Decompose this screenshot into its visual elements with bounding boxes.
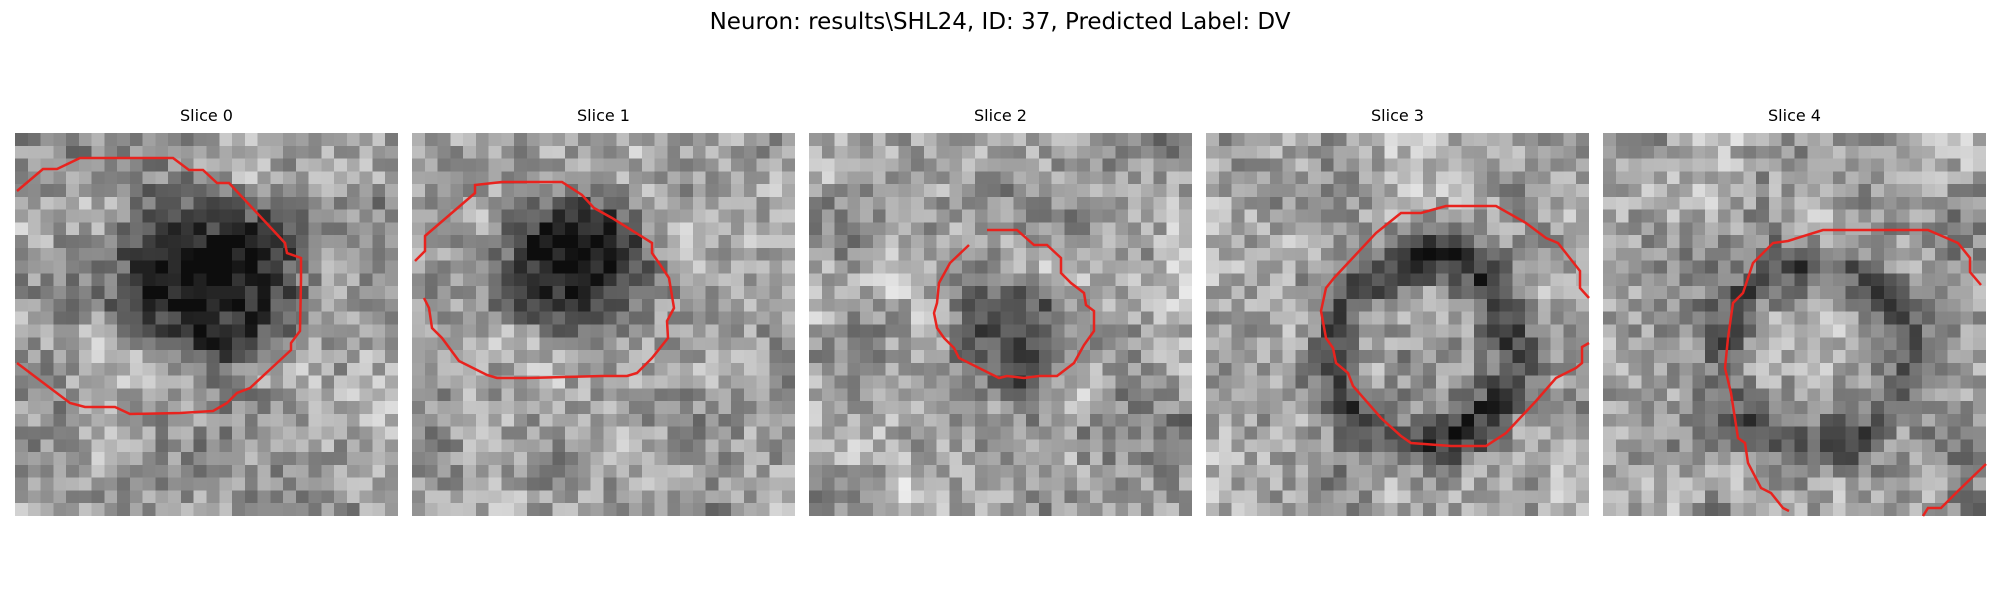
slice-title-2: Slice 2 [974, 106, 1027, 125]
slice-title-0: Slice 0 [180, 106, 233, 125]
grayscale-image-4 [1603, 133, 1986, 516]
grayscale-image-3 [1206, 133, 1589, 516]
slice-image-2 [809, 133, 1192, 516]
slice-panel-1: Slice 1 [412, 105, 795, 516]
figure-title: Neuron: results\SHL24, ID: 37, Predicted… [709, 9, 1291, 35]
grayscale-image-1 [412, 133, 795, 516]
grayscale-image-2 [809, 133, 1192, 516]
roi-contour-1 [414, 180, 676, 380]
roi-contour-2 [932, 228, 1096, 380]
slice-title-4: Slice 4 [1768, 106, 1821, 125]
slice-image-1 [412, 133, 795, 516]
slice-panel-4: Slice 4 [1603, 105, 1987, 517]
roi-contour-3 [1319, 204, 1590, 448]
slice-image-0 [15, 133, 398, 516]
contour-overlay-2 [932, 228, 1096, 380]
slice-panel-2: Slice 2 [809, 105, 1192, 516]
slice-image-3 [1206, 133, 1590, 516]
contour-overlay-3 [1319, 204, 1590, 448]
contour-overlay-1 [414, 180, 676, 380]
slice-title-1: Slice 1 [577, 106, 630, 125]
roi-contour-0 [16, 156, 303, 416]
contour-overlay-4 [1723, 228, 1987, 517]
slice-panel-3: Slice 3 [1206, 105, 1590, 516]
slice-title-3: Slice 3 [1371, 106, 1424, 125]
slice-panel-0: Slice 0 [15, 105, 398, 516]
contour-overlay-0 [16, 156, 303, 416]
roi-contour-4b [1921, 463, 1987, 517]
slice-image-4 [1603, 133, 1987, 517]
roi-contour-4 [1723, 228, 1982, 513]
grayscale-image-0 [15, 133, 398, 516]
